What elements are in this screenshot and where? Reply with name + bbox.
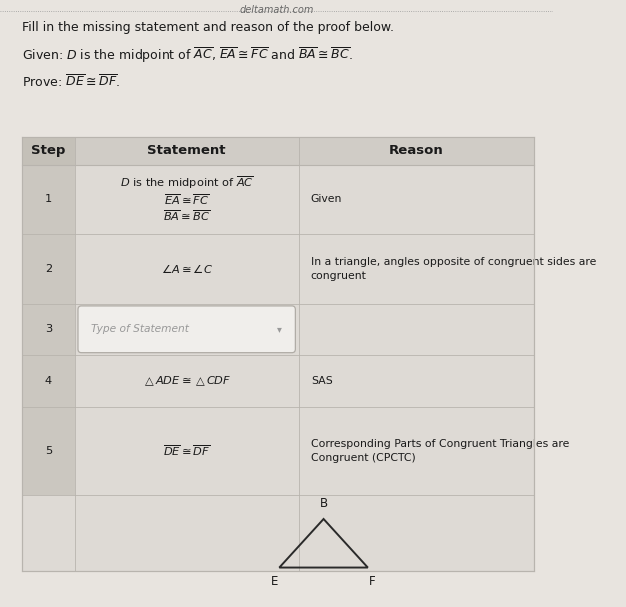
Text: Fill in the missing statement and reason of the proof below.: Fill in the missing statement and reason… xyxy=(22,21,394,34)
Text: Reason: Reason xyxy=(389,144,444,157)
Text: B: B xyxy=(319,497,327,510)
Text: Given: $D$ is the midpoint of $\overline{AC}$, $\overline{EA} \cong \overline{FC: Given: $D$ is the midpoint of $\overline… xyxy=(22,46,353,64)
Text: 5: 5 xyxy=(45,446,52,456)
Text: SAS: SAS xyxy=(311,376,332,386)
Text: In a triangle, angles opposite of congruent sides are
congruent: In a triangle, angles opposite of congru… xyxy=(311,257,596,280)
FancyBboxPatch shape xyxy=(22,407,74,495)
FancyBboxPatch shape xyxy=(22,137,534,165)
FancyBboxPatch shape xyxy=(22,137,74,165)
Text: $D$ is the midpoint of $\overline{AC}$: $D$ is the midpoint of $\overline{AC}$ xyxy=(120,175,254,191)
Text: Prove: $\overline{DE} \cong \overline{DF}$.: Prove: $\overline{DE} \cong \overline{DF… xyxy=(22,74,120,90)
FancyBboxPatch shape xyxy=(22,165,74,234)
Text: E: E xyxy=(271,575,279,588)
FancyBboxPatch shape xyxy=(22,355,74,407)
Text: 4: 4 xyxy=(45,376,52,386)
Text: 2: 2 xyxy=(45,263,52,274)
Text: $\angle A \cong \angle C$: $\angle A \cong \angle C$ xyxy=(161,262,213,275)
FancyBboxPatch shape xyxy=(22,304,74,355)
Text: Given: Given xyxy=(311,194,342,205)
FancyBboxPatch shape xyxy=(22,234,74,304)
Text: Corresponding Parts of Congruent Triangles are
Congruent (CPCTC): Corresponding Parts of Congruent Triangl… xyxy=(311,439,569,463)
FancyBboxPatch shape xyxy=(22,137,534,571)
FancyBboxPatch shape xyxy=(78,306,295,353)
Text: $\overline{BA} \cong \overline{BC}$: $\overline{BA} \cong \overline{BC}$ xyxy=(163,208,210,223)
Text: $\triangle ADE \cong \triangle CDF$: $\triangle ADE \cong \triangle CDF$ xyxy=(142,374,232,388)
Text: $\overline{DE} \cong \overline{DF}$: $\overline{DE} \cong \overline{DF}$ xyxy=(163,443,210,458)
Text: deltamath.com: deltamath.com xyxy=(239,5,314,15)
Text: 1: 1 xyxy=(45,194,52,205)
Text: Type of Statement: Type of Statement xyxy=(91,324,189,334)
Text: $\overline{EA} \cong \overline{FC}$: $\overline{EA} \cong \overline{FC}$ xyxy=(164,192,209,207)
Text: F: F xyxy=(369,575,376,588)
Text: Statement: Statement xyxy=(148,144,226,157)
Text: 3: 3 xyxy=(45,324,52,334)
Text: ▾: ▾ xyxy=(277,324,282,334)
Text: Step: Step xyxy=(31,144,66,157)
